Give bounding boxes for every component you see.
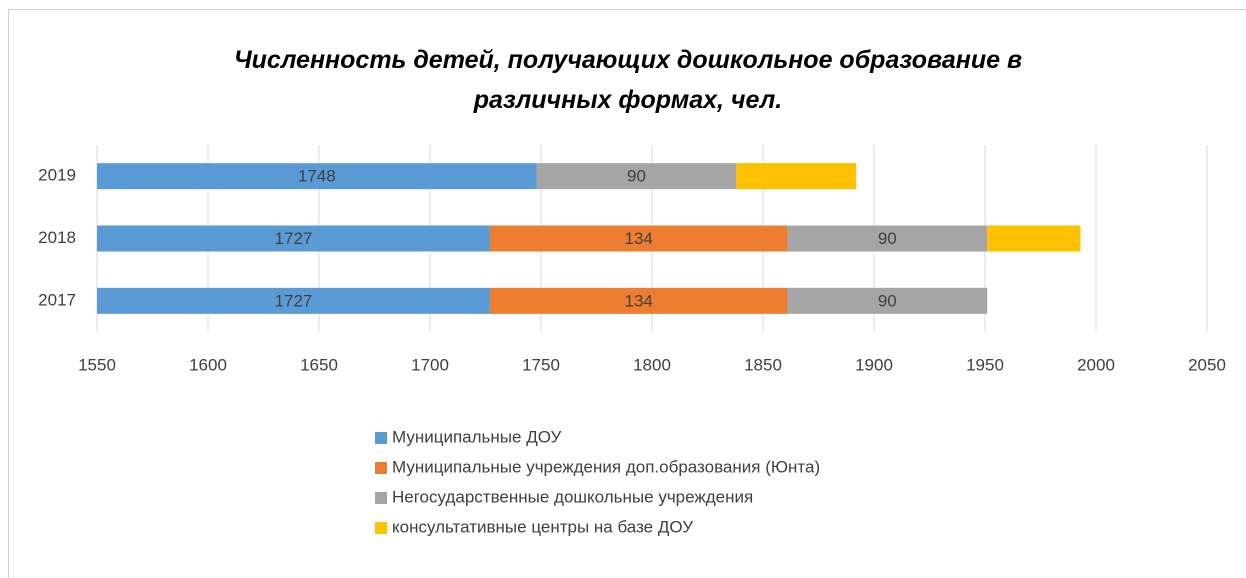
legend-swatch bbox=[375, 462, 387, 474]
bar-segment bbox=[536, 163, 737, 190]
data-label: 134 bbox=[624, 291, 652, 310]
x-tick-label: 1650 bbox=[300, 355, 338, 374]
x-tick-label: 1600 bbox=[189, 355, 227, 374]
y-tick-label: 2019 bbox=[38, 166, 76, 185]
bar-segment bbox=[787, 225, 988, 252]
bar-segment bbox=[489, 225, 788, 252]
legend-label: консультативные центры на базе ДОУ bbox=[392, 517, 693, 536]
x-tick-label: 2050 bbox=[1188, 355, 1226, 374]
x-tick-label: 2000 bbox=[1077, 355, 1115, 374]
x-tick-label: 1700 bbox=[411, 355, 449, 374]
y-tick-label: 2018 bbox=[38, 228, 76, 247]
x-tick-label: 1850 bbox=[744, 355, 782, 374]
x-tick-label: 1900 bbox=[855, 355, 893, 374]
bar-segment bbox=[97, 163, 537, 190]
data-label: 90 bbox=[878, 291, 897, 310]
legend-swatch bbox=[375, 492, 387, 504]
legend-swatch bbox=[375, 522, 387, 534]
chart-frame bbox=[8, 9, 1246, 578]
data-label: 1727 bbox=[275, 229, 313, 248]
bar-segment bbox=[489, 287, 788, 314]
bar-segment bbox=[736, 163, 857, 190]
x-tick-label: 1550 bbox=[78, 355, 116, 374]
x-tick-label: 1750 bbox=[522, 355, 560, 374]
data-label: 90 bbox=[627, 167, 646, 186]
legend-label: Муниципальные учреждения доп.образования… bbox=[392, 457, 820, 476]
legend-label: Негосударственные дошкольные учреждения bbox=[392, 487, 753, 506]
legend-swatch bbox=[375, 432, 387, 444]
chart-title: Численность детей, получающих дошкольное… bbox=[233, 46, 1023, 114]
legend-label: Муниципальные ДОУ bbox=[392, 427, 562, 446]
y-tick-label: 2017 bbox=[38, 290, 76, 309]
data-label: 1748 bbox=[298, 167, 336, 186]
data-label: 134 bbox=[624, 229, 652, 248]
bar-segment bbox=[787, 287, 988, 314]
bar-segment bbox=[987, 225, 1081, 252]
bar-segment bbox=[97, 287, 490, 314]
bar-segment bbox=[97, 225, 490, 252]
data-label: 1727 bbox=[275, 291, 313, 310]
x-tick-label: 1950 bbox=[966, 355, 1004, 374]
x-tick-label: 1800 bbox=[633, 355, 671, 374]
data-label: 90 bbox=[878, 229, 897, 248]
